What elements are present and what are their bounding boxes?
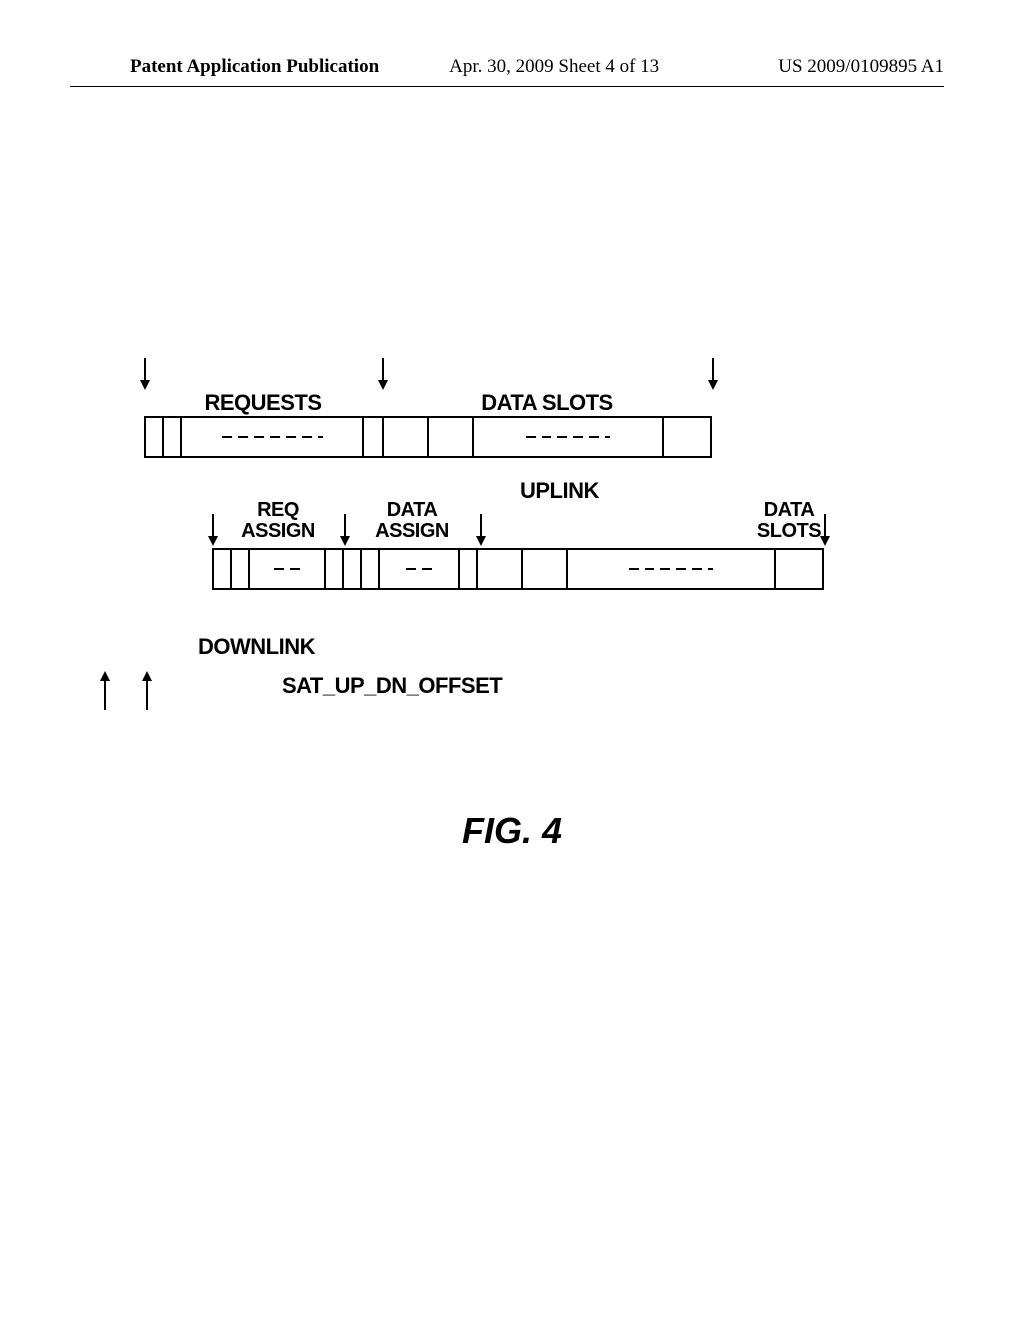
offset-arrow-1 (104, 680, 106, 710)
uplink-data-slot (384, 418, 429, 456)
downlink-req-ellipsis (250, 550, 326, 588)
downlink-data-ellipsis (568, 550, 776, 588)
downlink-data-slot (478, 550, 523, 588)
uplink-frame: REQUESTS DATA SLOTS (120, 390, 880, 458)
uplink-data-ellipsis (474, 418, 664, 456)
uplink-req-ellipsis (182, 418, 364, 456)
offset-arrow-2 (146, 680, 148, 710)
downlink-data-slot (523, 550, 568, 588)
downlink-data-slot (776, 550, 822, 588)
timing-diagram: REQUESTS DATA SLOTS UPLINK REQ ASSIGN DA… (120, 390, 880, 590)
downlink-da-slot (344, 550, 362, 588)
downlink-req-assign-label: REQ ASSIGN (212, 500, 344, 548)
uplink-req-slot (364, 418, 384, 456)
downlink-row (212, 548, 824, 590)
uplink-section-labels: REQUESTS DATA SLOTS (144, 390, 712, 416)
header-rule (70, 86, 944, 87)
downlink-data-slots-label: DATA SLOTS (754, 500, 824, 548)
downlink-da-slot (362, 550, 380, 588)
uplink-row (144, 416, 712, 458)
header-mid: Apr. 30, 2009 Sheet 4 of 13 (449, 56, 659, 78)
offset-label: SAT_UP_DN_OFFSET (282, 673, 502, 699)
uplink-data-slots-label: DATA SLOTS (382, 390, 712, 416)
uplink-data-slot (664, 418, 710, 456)
downlink-row-wrap (212, 548, 824, 590)
downlink-data-assign-label: DATA ASSIGN (344, 500, 480, 548)
uplink-requests-label: REQUESTS (144, 390, 382, 416)
header-left: Patent Application Publication (130, 56, 379, 78)
downlink-da-ellipsis (380, 550, 460, 588)
uplink-req-slot (164, 418, 182, 456)
uplink-req-slot (146, 418, 164, 456)
downlink-req-slot (232, 550, 250, 588)
downlink-section-labels: REQ ASSIGN DATA ASSIGN DATA SLOTS (212, 500, 824, 548)
downlink-section-title: DOWNLINK (198, 634, 315, 660)
downlink-req-slot (214, 550, 232, 588)
downlink-da-slot (460, 550, 478, 588)
uplink-data-slot (429, 418, 474, 456)
figure-label: FIG. 4 (462, 810, 562, 852)
downlink-req-slot (326, 550, 344, 588)
page-header: Patent Application Publication Apr. 30, … (0, 56, 1024, 78)
header-right: US 2009/0109895 A1 (778, 56, 944, 78)
